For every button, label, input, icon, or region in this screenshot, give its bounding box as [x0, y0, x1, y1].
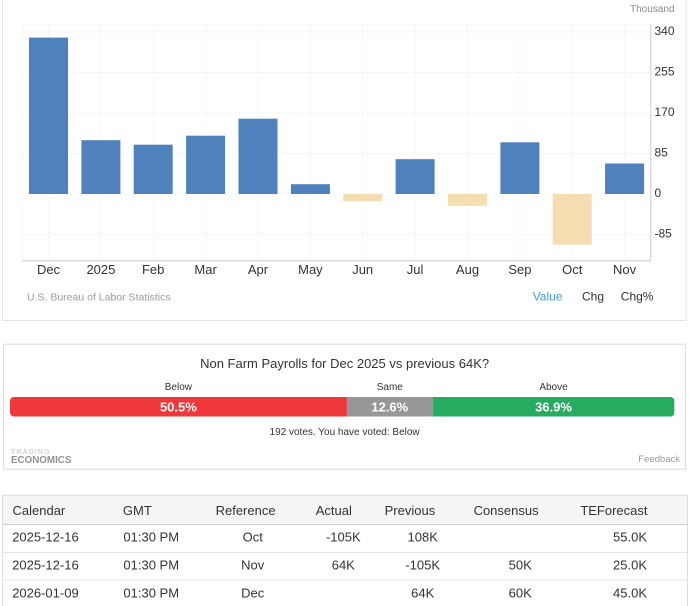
svg-text:2025-12-16: 2025-12-16 — [12, 557, 79, 572]
svg-text:Thousand: Thousand — [630, 4, 674, 15]
svg-text:45.0K: 45.0K — [613, 585, 647, 600]
svg-text:2025-12-16: 2025-12-16 — [12, 530, 79, 545]
svg-text:340: 340 — [655, 24, 675, 38]
svg-text:TEForecast: TEForecast — [580, 503, 648, 518]
svg-text:255: 255 — [655, 64, 675, 78]
svg-text:-105K: -105K — [326, 530, 361, 545]
svg-text:12.6%: 12.6% — [371, 400, 408, 415]
svg-text:Non Farm Payrolls for Dec 2025: Non Farm Payrolls for Dec 2025 vs previo… — [200, 356, 489, 371]
svg-text:Sep: Sep — [508, 262, 531, 277]
svg-text:Calendar: Calendar — [13, 503, 66, 518]
svg-text:0: 0 — [655, 186, 662, 200]
svg-text:2026-01-09: 2026-01-09 — [12, 585, 79, 600]
svg-text:Oct: Oct — [562, 262, 583, 277]
svg-text:Nov: Nov — [613, 262, 637, 277]
svg-text:50K: 50K — [509, 557, 532, 572]
svg-text:ECONOMICS: ECONOMICS — [11, 455, 72, 466]
svg-text:Value: Value — [533, 290, 563, 304]
svg-text:01:30 PM: 01:30 PM — [123, 585, 179, 600]
svg-text:192 votes. You have voted: Bel: 192 votes. You have voted: Below — [270, 427, 421, 438]
svg-text:Nov: Nov — [241, 557, 265, 572]
svg-text:25.0K: 25.0K — [613, 557, 647, 572]
svg-text:Mar: Mar — [194, 262, 217, 277]
svg-text:Dec: Dec — [241, 585, 265, 600]
svg-text:36.9%: 36.9% — [535, 400, 572, 415]
svg-text:Oct: Oct — [243, 530, 264, 545]
svg-text:Same: Same — [377, 382, 404, 393]
svg-text:85: 85 — [655, 145, 669, 159]
svg-text:Reference: Reference — [216, 503, 276, 518]
svg-text:Feb: Feb — [142, 262, 164, 277]
svg-text:01:30 PM: 01:30 PM — [123, 530, 179, 545]
svg-text:May: May — [298, 262, 323, 277]
svg-text:108K: 108K — [408, 530, 439, 545]
svg-text:-105K: -105K — [405, 557, 440, 572]
svg-text:Chg%: Chg% — [621, 290, 654, 304]
svg-text:Aug: Aug — [456, 262, 479, 277]
svg-text:170: 170 — [655, 105, 675, 119]
svg-text:64K: 64K — [411, 585, 434, 600]
svg-text:Apr: Apr — [248, 262, 269, 277]
svg-text:Above: Above — [539, 382, 568, 393]
svg-text:-85: -85 — [655, 226, 673, 240]
svg-text:Jun: Jun — [352, 262, 373, 277]
svg-text:55.0K: 55.0K — [613, 530, 647, 545]
svg-text:Jul: Jul — [407, 262, 424, 277]
svg-text:Below: Below — [165, 382, 193, 393]
svg-text:Dec: Dec — [37, 262, 61, 277]
svg-text:TRADING: TRADING — [11, 449, 51, 456]
svg-text:60K: 60K — [509, 585, 532, 600]
svg-text:Previous: Previous — [385, 503, 436, 518]
svg-text:Chg: Chg — [582, 290, 604, 304]
svg-text:01:30 PM: 01:30 PM — [123, 557, 179, 572]
svg-text:Consensus: Consensus — [474, 503, 540, 518]
svg-text:64K: 64K — [332, 557, 355, 572]
svg-text:Feedback: Feedback — [638, 454, 680, 465]
svg-text:Actual: Actual — [316, 503, 352, 518]
svg-text:U.S. Bureau of Labor Statistic: U.S. Bureau of Labor Statistics — [27, 292, 171, 304]
svg-text:GMT: GMT — [123, 503, 152, 518]
svg-text:2025: 2025 — [86, 262, 115, 277]
svg-text:50.5%: 50.5% — [160, 400, 197, 415]
